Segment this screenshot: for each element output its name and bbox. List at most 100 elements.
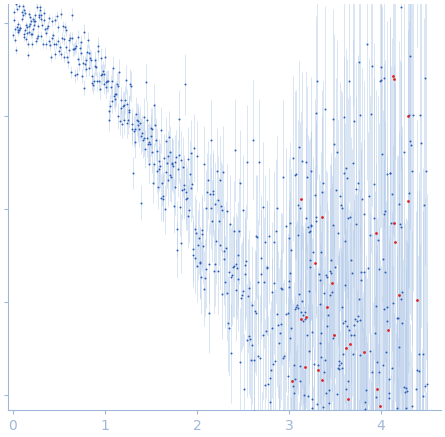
Point: [58, 10, 65, 17]
Point: [115, 112, 122, 119]
Point: [224, 320, 231, 327]
Point: [31, 0, 38, 2]
Point: [109, 65, 117, 72]
Point: [371, 329, 378, 336]
Point: [79, 59, 86, 66]
Point: [339, 365, 346, 372]
Point: [176, 151, 183, 158]
Point: [387, 169, 394, 176]
Point: [16, 24, 24, 31]
Point: [332, 187, 340, 194]
Point: [399, 422, 406, 429]
Point: [140, 134, 147, 141]
Point: [295, 143, 303, 150]
Point: [34, 32, 41, 39]
Point: [308, 395, 316, 402]
Point: [96, 78, 103, 85]
Point: [332, 409, 340, 416]
Point: [156, 158, 163, 165]
Point: [282, 311, 289, 318]
Point: [186, 170, 194, 177]
Point: [318, 377, 325, 384]
Point: [135, 118, 142, 125]
Point: [302, 159, 309, 166]
Point: [265, 381, 272, 388]
Point: [218, 290, 225, 297]
Point: [384, 170, 391, 177]
Point: [89, 79, 96, 86]
Point: [118, 104, 125, 111]
Point: [363, 386, 370, 393]
Point: [388, 191, 395, 198]
Point: [348, 332, 355, 339]
Point: [331, 332, 338, 339]
Point: [366, 192, 373, 199]
Point: [24, 52, 31, 59]
Point: [299, 312, 307, 319]
Point: [47, 42, 54, 49]
Point: [226, 325, 233, 332]
Point: [360, 211, 368, 218]
Point: [105, 108, 112, 114]
Point: [21, 27, 28, 34]
Point: [35, 11, 42, 18]
Point: [47, 54, 54, 61]
Point: [64, 54, 71, 61]
Point: [289, 155, 296, 162]
Point: [163, 168, 170, 175]
Point: [393, 404, 400, 411]
Point: [382, 268, 389, 275]
Point: [241, 262, 248, 269]
Point: [25, 28, 32, 35]
Point: [410, 111, 417, 118]
Point: [372, 393, 380, 400]
Point: [25, 10, 32, 17]
Point: [134, 121, 141, 128]
Point: [31, 22, 38, 29]
Point: [194, 242, 202, 249]
Point: [107, 103, 114, 110]
Point: [190, 145, 198, 152]
Point: [384, 326, 391, 333]
Point: [296, 205, 303, 212]
Point: [405, 198, 412, 205]
Point: [307, 223, 315, 230]
Point: [195, 235, 202, 242]
Point: [187, 184, 194, 191]
Point: [260, 279, 267, 286]
Point: [106, 116, 113, 123]
Point: [15, 20, 22, 27]
Point: [386, 389, 393, 396]
Point: [68, 35, 75, 42]
Point: [288, 377, 295, 384]
Point: [271, 279, 278, 286]
Point: [148, 125, 155, 132]
Point: [316, 270, 323, 277]
Point: [99, 67, 106, 74]
Point: [296, 378, 303, 385]
Point: [225, 268, 232, 275]
Point: [360, 349, 367, 356]
Point: [197, 259, 204, 266]
Point: [98, 55, 105, 62]
Point: [124, 119, 131, 126]
Point: [161, 206, 168, 213]
Point: [297, 316, 304, 323]
Point: [214, 267, 221, 274]
Point: [372, 229, 379, 236]
Point: [286, 283, 293, 290]
Point: [358, 277, 365, 284]
Point: [298, 196, 305, 203]
Point: [269, 289, 276, 296]
Point: [134, 116, 141, 123]
Point: [158, 180, 166, 187]
Point: [190, 251, 197, 258]
Point: [222, 278, 229, 285]
Point: [177, 240, 184, 247]
Point: [93, 64, 100, 71]
Point: [382, 420, 389, 427]
Point: [178, 156, 185, 163]
Point: [261, 382, 268, 388]
Point: [416, 350, 423, 357]
Point: [235, 228, 243, 235]
